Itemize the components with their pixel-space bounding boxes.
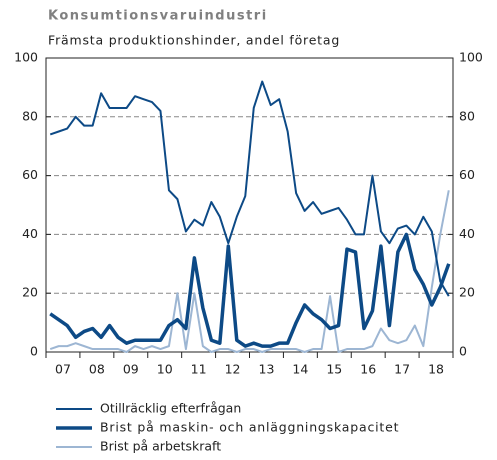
x-tick-label: 13 bbox=[259, 362, 275, 377]
series-line bbox=[49, 80, 450, 297]
x-tick-label: 15 bbox=[326, 362, 342, 377]
x-tick-label: 08 bbox=[89, 362, 105, 377]
y2-tick-label: 40 bbox=[459, 226, 475, 241]
x-tick-label: 10 bbox=[157, 362, 173, 377]
y-tick-label: 80 bbox=[22, 108, 38, 123]
x-tick-label: 07 bbox=[55, 362, 71, 377]
x-tick-label: 18 bbox=[428, 362, 444, 377]
y-tick-label: 40 bbox=[22, 226, 38, 241]
chart-title: Konsumtionsvaruindustri bbox=[48, 9, 268, 24]
x-tick-label: 12 bbox=[225, 362, 241, 377]
x-tick-label: 16 bbox=[360, 362, 376, 377]
legend-label: Brist på maskin- och anläggningskapacite… bbox=[100, 420, 399, 435]
y2-tick-label: 60 bbox=[459, 167, 475, 182]
x-tick-label: 09 bbox=[123, 362, 139, 377]
y-tick-label: 100 bbox=[14, 50, 38, 65]
chart-subtitle: Främsta produktionshinder, andel företag bbox=[48, 33, 340, 48]
y2-tick-label: 0 bbox=[459, 344, 467, 359]
y-tick-label: 60 bbox=[22, 167, 38, 182]
plot-frame bbox=[45, 57, 454, 353]
x-tick-label: 17 bbox=[394, 362, 410, 377]
legend-label: Brist på arbetskraft bbox=[100, 439, 221, 454]
legend-label: Otillräcklig efterfrågan bbox=[100, 401, 241, 416]
y-tick-label: 20 bbox=[22, 285, 38, 300]
y2-tick-label: 20 bbox=[459, 285, 475, 300]
series-line bbox=[49, 232, 451, 348]
y2-tick-label: 80 bbox=[459, 108, 475, 123]
y2-tick-label: 100 bbox=[459, 50, 483, 65]
y-tick-label: 0 bbox=[30, 344, 38, 359]
x-tick-label: 14 bbox=[292, 362, 308, 377]
series-line bbox=[49, 190, 450, 353]
x-tick-label: 11 bbox=[191, 362, 207, 377]
